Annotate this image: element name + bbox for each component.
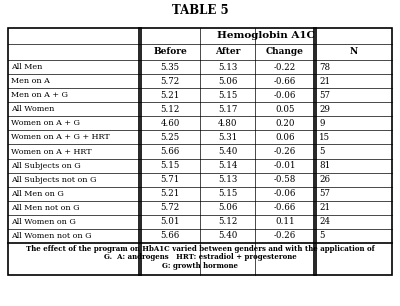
Text: 5.15: 5.15 [218, 189, 237, 198]
Text: 5.15: 5.15 [218, 91, 237, 100]
Text: 5.17: 5.17 [218, 105, 237, 114]
Bar [8, 28, 392, 275]
Text: -0.01: -0.01 [274, 161, 296, 170]
Text: Men on A: Men on A [11, 77, 50, 85]
Text: TABLE 5: TABLE 5 [172, 3, 228, 17]
Text: 5.35: 5.35 [160, 62, 180, 72]
Text: All Women: All Women [11, 105, 54, 113]
Text: -0.66: -0.66 [274, 203, 296, 212]
Text: 0.06: 0.06 [275, 133, 295, 142]
Text: 0.11: 0.11 [275, 217, 295, 226]
Text: 21: 21 [319, 203, 330, 212]
Text: 0.05: 0.05 [275, 105, 295, 114]
Text: 57: 57 [319, 189, 330, 198]
Text: 5.71: 5.71 [160, 175, 180, 184]
Text: 5.72: 5.72 [160, 76, 180, 86]
Text: G: growth hormone: G: growth hormone [162, 262, 238, 270]
Text: 0.20: 0.20 [275, 119, 295, 128]
Text: 5.13: 5.13 [218, 62, 237, 72]
Text: G.  A: androgens   HRT: estradiol + progesterone: G. A: androgens HRT: estradiol + progest… [104, 253, 296, 261]
Text: 5.66: 5.66 [160, 147, 180, 156]
Text: -0.22: -0.22 [274, 62, 296, 72]
Text: After: After [215, 47, 240, 57]
Text: 5.06: 5.06 [218, 76, 237, 86]
Text: 57: 57 [319, 91, 330, 100]
Text: 5.12: 5.12 [218, 217, 237, 226]
Text: 5.72: 5.72 [160, 203, 180, 212]
Text: -0.58: -0.58 [274, 175, 296, 184]
Text: 29: 29 [319, 105, 330, 114]
Text: 5.40: 5.40 [218, 231, 237, 241]
Text: Men on A + G: Men on A + G [11, 91, 68, 99]
Text: All Women not on G: All Women not on G [11, 232, 92, 240]
Text: All Men: All Men [11, 63, 42, 71]
Text: 5.12: 5.12 [160, 105, 180, 114]
Text: 5.15: 5.15 [160, 161, 180, 170]
Text: All Subjects not on G: All Subjects not on G [11, 176, 96, 184]
Text: 9: 9 [319, 119, 325, 128]
Text: The effect of the program on HbA1C varied between genders and with the applicati: The effect of the program on HbA1C varie… [26, 245, 374, 253]
Text: -0.06: -0.06 [274, 189, 296, 198]
Text: N: N [349, 47, 358, 57]
Text: 24: 24 [319, 217, 330, 226]
Text: 5.14: 5.14 [218, 161, 237, 170]
Text: 5.25: 5.25 [160, 133, 180, 142]
Text: 5.13: 5.13 [218, 175, 237, 184]
Text: -0.26: -0.26 [274, 231, 296, 241]
Text: 5.66: 5.66 [160, 231, 180, 241]
Text: 5: 5 [319, 231, 325, 241]
Text: Hemoglobin A1C: Hemoglobin A1C [217, 32, 315, 40]
Text: 15: 15 [319, 133, 330, 142]
Text: All Subjects on G: All Subjects on G [11, 162, 81, 170]
Text: 26: 26 [319, 175, 330, 184]
Text: 5.06: 5.06 [218, 203, 237, 212]
Text: -0.26: -0.26 [274, 147, 296, 156]
Text: 5.21: 5.21 [160, 189, 180, 198]
Text: 5.21: 5.21 [160, 91, 180, 100]
Text: Change: Change [266, 47, 304, 57]
Text: Women on A + G: Women on A + G [11, 119, 80, 127]
Text: 5.01: 5.01 [160, 217, 180, 226]
Text: -0.06: -0.06 [274, 91, 296, 100]
Text: Before: Before [153, 47, 187, 57]
Text: -0.66: -0.66 [274, 76, 296, 86]
Text: All Men not on G: All Men not on G [11, 204, 80, 212]
Text: All Women on G: All Women on G [11, 218, 76, 226]
Text: Women on A + G + HRT: Women on A + G + HRT [11, 133, 110, 141]
Text: 78: 78 [319, 62, 330, 72]
Text: 5.31: 5.31 [218, 133, 237, 142]
Text: 81: 81 [319, 161, 330, 170]
Text: 5: 5 [319, 147, 325, 156]
Text: 4.60: 4.60 [160, 119, 180, 128]
Text: 21: 21 [319, 76, 330, 86]
Text: All Men on G: All Men on G [11, 190, 64, 198]
Text: 5.40: 5.40 [218, 147, 237, 156]
Text: 4.80: 4.80 [218, 119, 237, 128]
Text: Women on A + HRT: Women on A + HRT [11, 147, 92, 155]
